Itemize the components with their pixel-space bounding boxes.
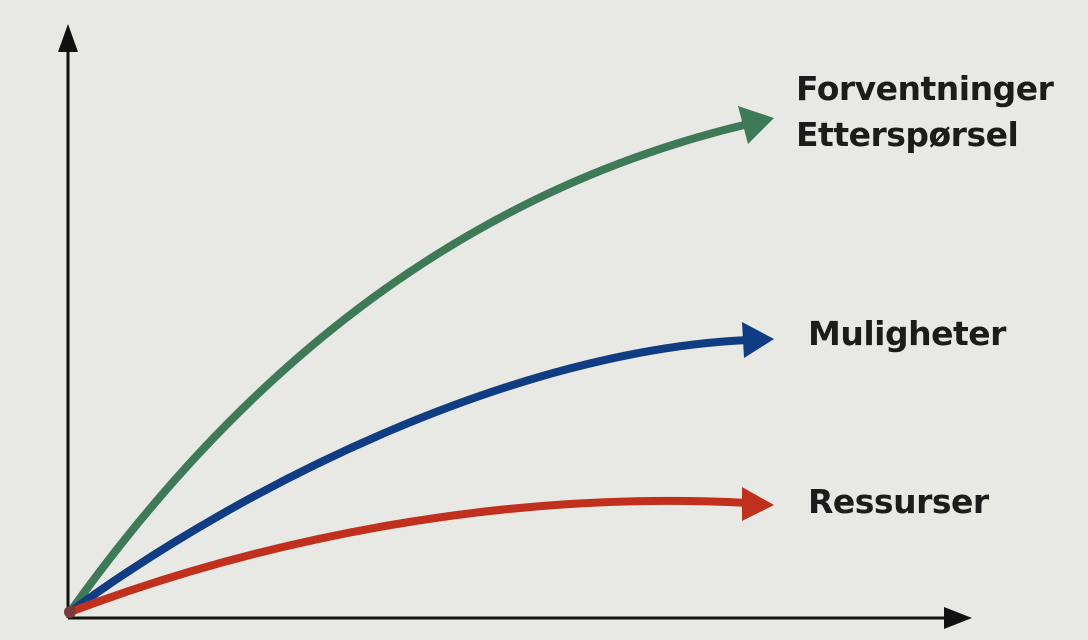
label-forventninger: Forventninger — [796, 69, 1054, 108]
curve-forventninger-ettersporsel — [66, 120, 752, 616]
arrowhead-ressurser — [742, 487, 774, 521]
arrowhead-muligheter — [742, 322, 774, 358]
label-forventninger-ettersporsel: Forventninger Etterspørsel — [796, 66, 1054, 158]
curve-ressurser — [66, 496, 752, 616]
x-axis-arrowhead — [944, 607, 972, 629]
y-axis-arrowhead — [58, 24, 78, 52]
curve-muligheter — [66, 336, 752, 616]
origin-dot — [64, 606, 76, 618]
arrowhead-forventninger — [738, 106, 774, 144]
label-ettersporsel: Etterspørsel — [796, 115, 1019, 154]
label-ressurser: Ressurser — [808, 482, 989, 521]
label-muligheter: Muligheter — [808, 314, 1006, 353]
